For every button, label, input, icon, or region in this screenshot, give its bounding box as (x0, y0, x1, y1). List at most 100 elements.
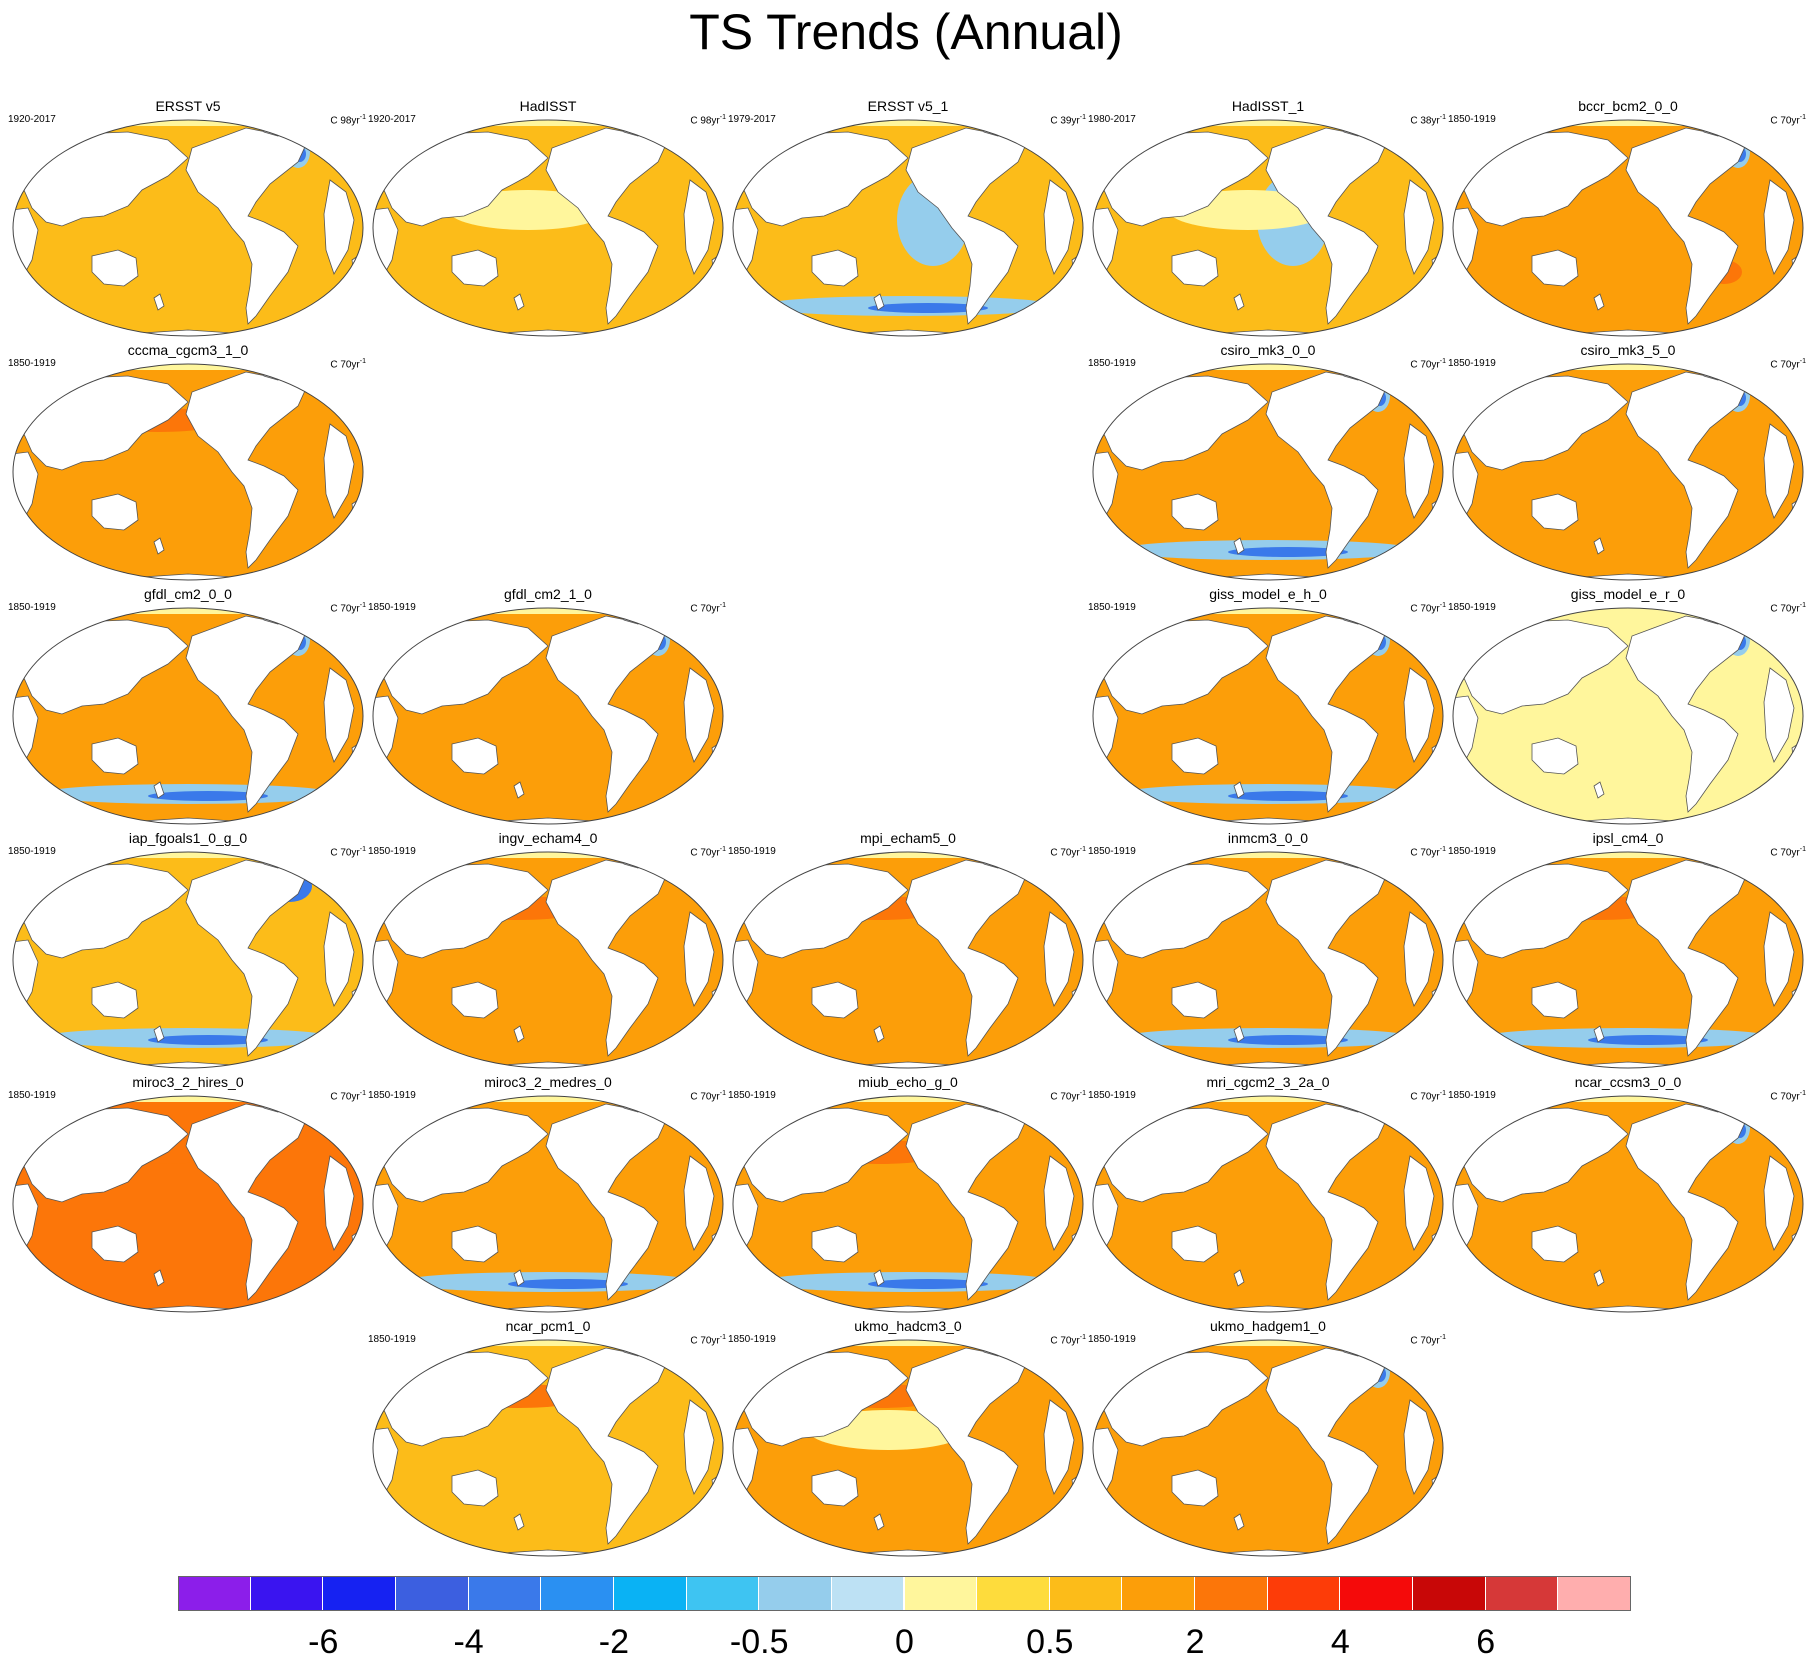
panel-period: 1850-1919 (368, 846, 416, 857)
panel-period: 1850-1919 (1088, 358, 1136, 369)
antarctica-land (1536, 329, 1720, 336)
americas-land (185, 859, 309, 1057)
americas-land (1625, 127, 1749, 325)
colorbar-swatch (759, 1576, 832, 1611)
eurasia-land (23, 1107, 189, 1203)
eurasia-land (383, 131, 549, 227)
arctic-band (1093, 852, 1443, 858)
units-exponent: -1 (1439, 1090, 1446, 1097)
colorbar-swatch (178, 1576, 251, 1611)
panel-units: C 70yr-1 (1770, 356, 1806, 371)
antarctica-land (1176, 573, 1360, 580)
panel-title: ERSST v5_1 (867, 98, 949, 114)
australia-land (451, 981, 499, 1019)
panel-units-text: C 39yr (1050, 115, 1080, 127)
map-outline (12, 119, 364, 337)
world-map (12, 119, 364, 337)
australia-land (1171, 981, 1219, 1019)
panel-title: miub_echo_g_0 (858, 1074, 958, 1090)
africa-east-land (1403, 179, 1435, 275)
eurasia-land (1103, 1107, 1269, 1203)
units-exponent: -1 (719, 1090, 726, 1097)
panel-units-text: C 70yr (1410, 1091, 1440, 1103)
map-panel: ERSST v5_1 1979-2017 C 39yr-1 (728, 96, 1088, 340)
new-zealand-land (153, 293, 165, 311)
panel-period: 1980-2017 (1088, 114, 1136, 125)
australia-land (1171, 1469, 1219, 1507)
world-map (1092, 851, 1444, 1069)
australia-land (91, 1225, 139, 1263)
africa-east-land (1043, 1155, 1075, 1251)
americas-land (1625, 371, 1749, 569)
americas-land (905, 127, 1029, 325)
panel-units: C 70yr-1 (1770, 112, 1806, 127)
arctic-band (733, 120, 1083, 126)
africa-east-land (1763, 423, 1795, 519)
americas-land (1265, 615, 1389, 813)
panel-units: C 70yr-1 (1410, 1332, 1446, 1347)
africa-east-land (683, 179, 715, 275)
eurasia-land (1103, 131, 1269, 227)
map-panel: gfdl_cm2_0_0 1850-1919 C 70yr-1 (8, 584, 368, 828)
units-exponent: -1 (1439, 358, 1446, 365)
australia-land (91, 981, 139, 1019)
colorbar-swatch (1122, 1576, 1196, 1611)
world-map (12, 607, 364, 825)
africa-east-land (1763, 1155, 1795, 1251)
panel-title: gfdl_cm2_0_0 (144, 586, 232, 602)
world-map (1092, 1095, 1444, 1313)
panel-title: csiro_mk3_0_0 (1220, 342, 1316, 358)
panel-period: 1850-1919 (1448, 602, 1496, 613)
map-outline (732, 119, 1084, 337)
panel-units: C 70yr-1 (1770, 1088, 1806, 1103)
eurasia-land (1103, 1351, 1269, 1447)
australia-land (1531, 737, 1579, 775)
colorbar-tick-label: -4 (453, 1623, 484, 1661)
panel-period: 1850-1919 (1448, 358, 1496, 369)
arctic-band (1453, 364, 1803, 370)
antarctica-land (1536, 573, 1720, 580)
antarctica-land (96, 1305, 280, 1312)
panel-units-text: C 70yr (1770, 603, 1800, 615)
map-panel: cccma_cgcm3_1_0 1850-1919 C 70yr-1 (8, 340, 368, 584)
map-panel: miroc3_2_medres_0 1850-1919 C 70yr-1 (368, 1072, 728, 1316)
panel-units: C 70yr-1 (1410, 844, 1446, 859)
arctic-band (1093, 1096, 1443, 1102)
panel-title: mri_cgcm2_3_2a_0 (1206, 1074, 1330, 1090)
arctic-band (13, 364, 363, 370)
australia-land (1531, 249, 1579, 287)
arctic-band (13, 120, 363, 126)
arctic-band (1453, 1096, 1803, 1102)
americas-land (185, 1103, 309, 1301)
australia-land (811, 1469, 859, 1507)
units-exponent: -1 (1439, 1334, 1446, 1341)
africa-east-land (683, 1155, 715, 1251)
map-panel: ncar_pcm1_0 1850-1919 C 70yr-1 (368, 1316, 728, 1560)
panel-units-text: C 98yr (330, 115, 360, 127)
panel-title: csiro_mk3_5_0 (1580, 342, 1676, 358)
map-outline (372, 607, 724, 825)
colorbar-tick-label: 6 (1476, 1623, 1496, 1661)
africa-east-land (1403, 423, 1435, 519)
map-panel: ipsl_cm4_0 1850-1919 C 70yr-1 (1448, 828, 1808, 1072)
americas-land (1625, 1103, 1749, 1301)
map-panel: iap_fgoals1_0_g_0 1850-1919 C 70yr-1 (8, 828, 368, 1072)
world-map (732, 1339, 1084, 1557)
australia-land (91, 493, 139, 531)
australia-land (451, 1225, 499, 1263)
trend-anomaly-region (1228, 791, 1348, 801)
eurasia-land (743, 1351, 909, 1447)
new-zealand-land (513, 1269, 525, 1287)
panel-title: bccr_bcm2_0_0 (1578, 98, 1678, 114)
map-outline (12, 607, 364, 825)
colorbar-tick-label: 0.5 (1026, 1623, 1074, 1661)
antarctica-land (96, 817, 280, 824)
africa-east-land (323, 1155, 355, 1251)
new-zealand-land (1233, 537, 1245, 555)
panel-period: 1850-1919 (1088, 602, 1136, 613)
map-panel: ukmo_hadcm3_0 1850-1919 C 70yr-1 (728, 1316, 1088, 1560)
world-map (1092, 1339, 1444, 1557)
panel-title: ipsl_cm4_0 (1592, 830, 1664, 846)
panel-title: miroc3_2_hires_0 (132, 1074, 244, 1090)
eurasia-land (383, 1107, 549, 1203)
